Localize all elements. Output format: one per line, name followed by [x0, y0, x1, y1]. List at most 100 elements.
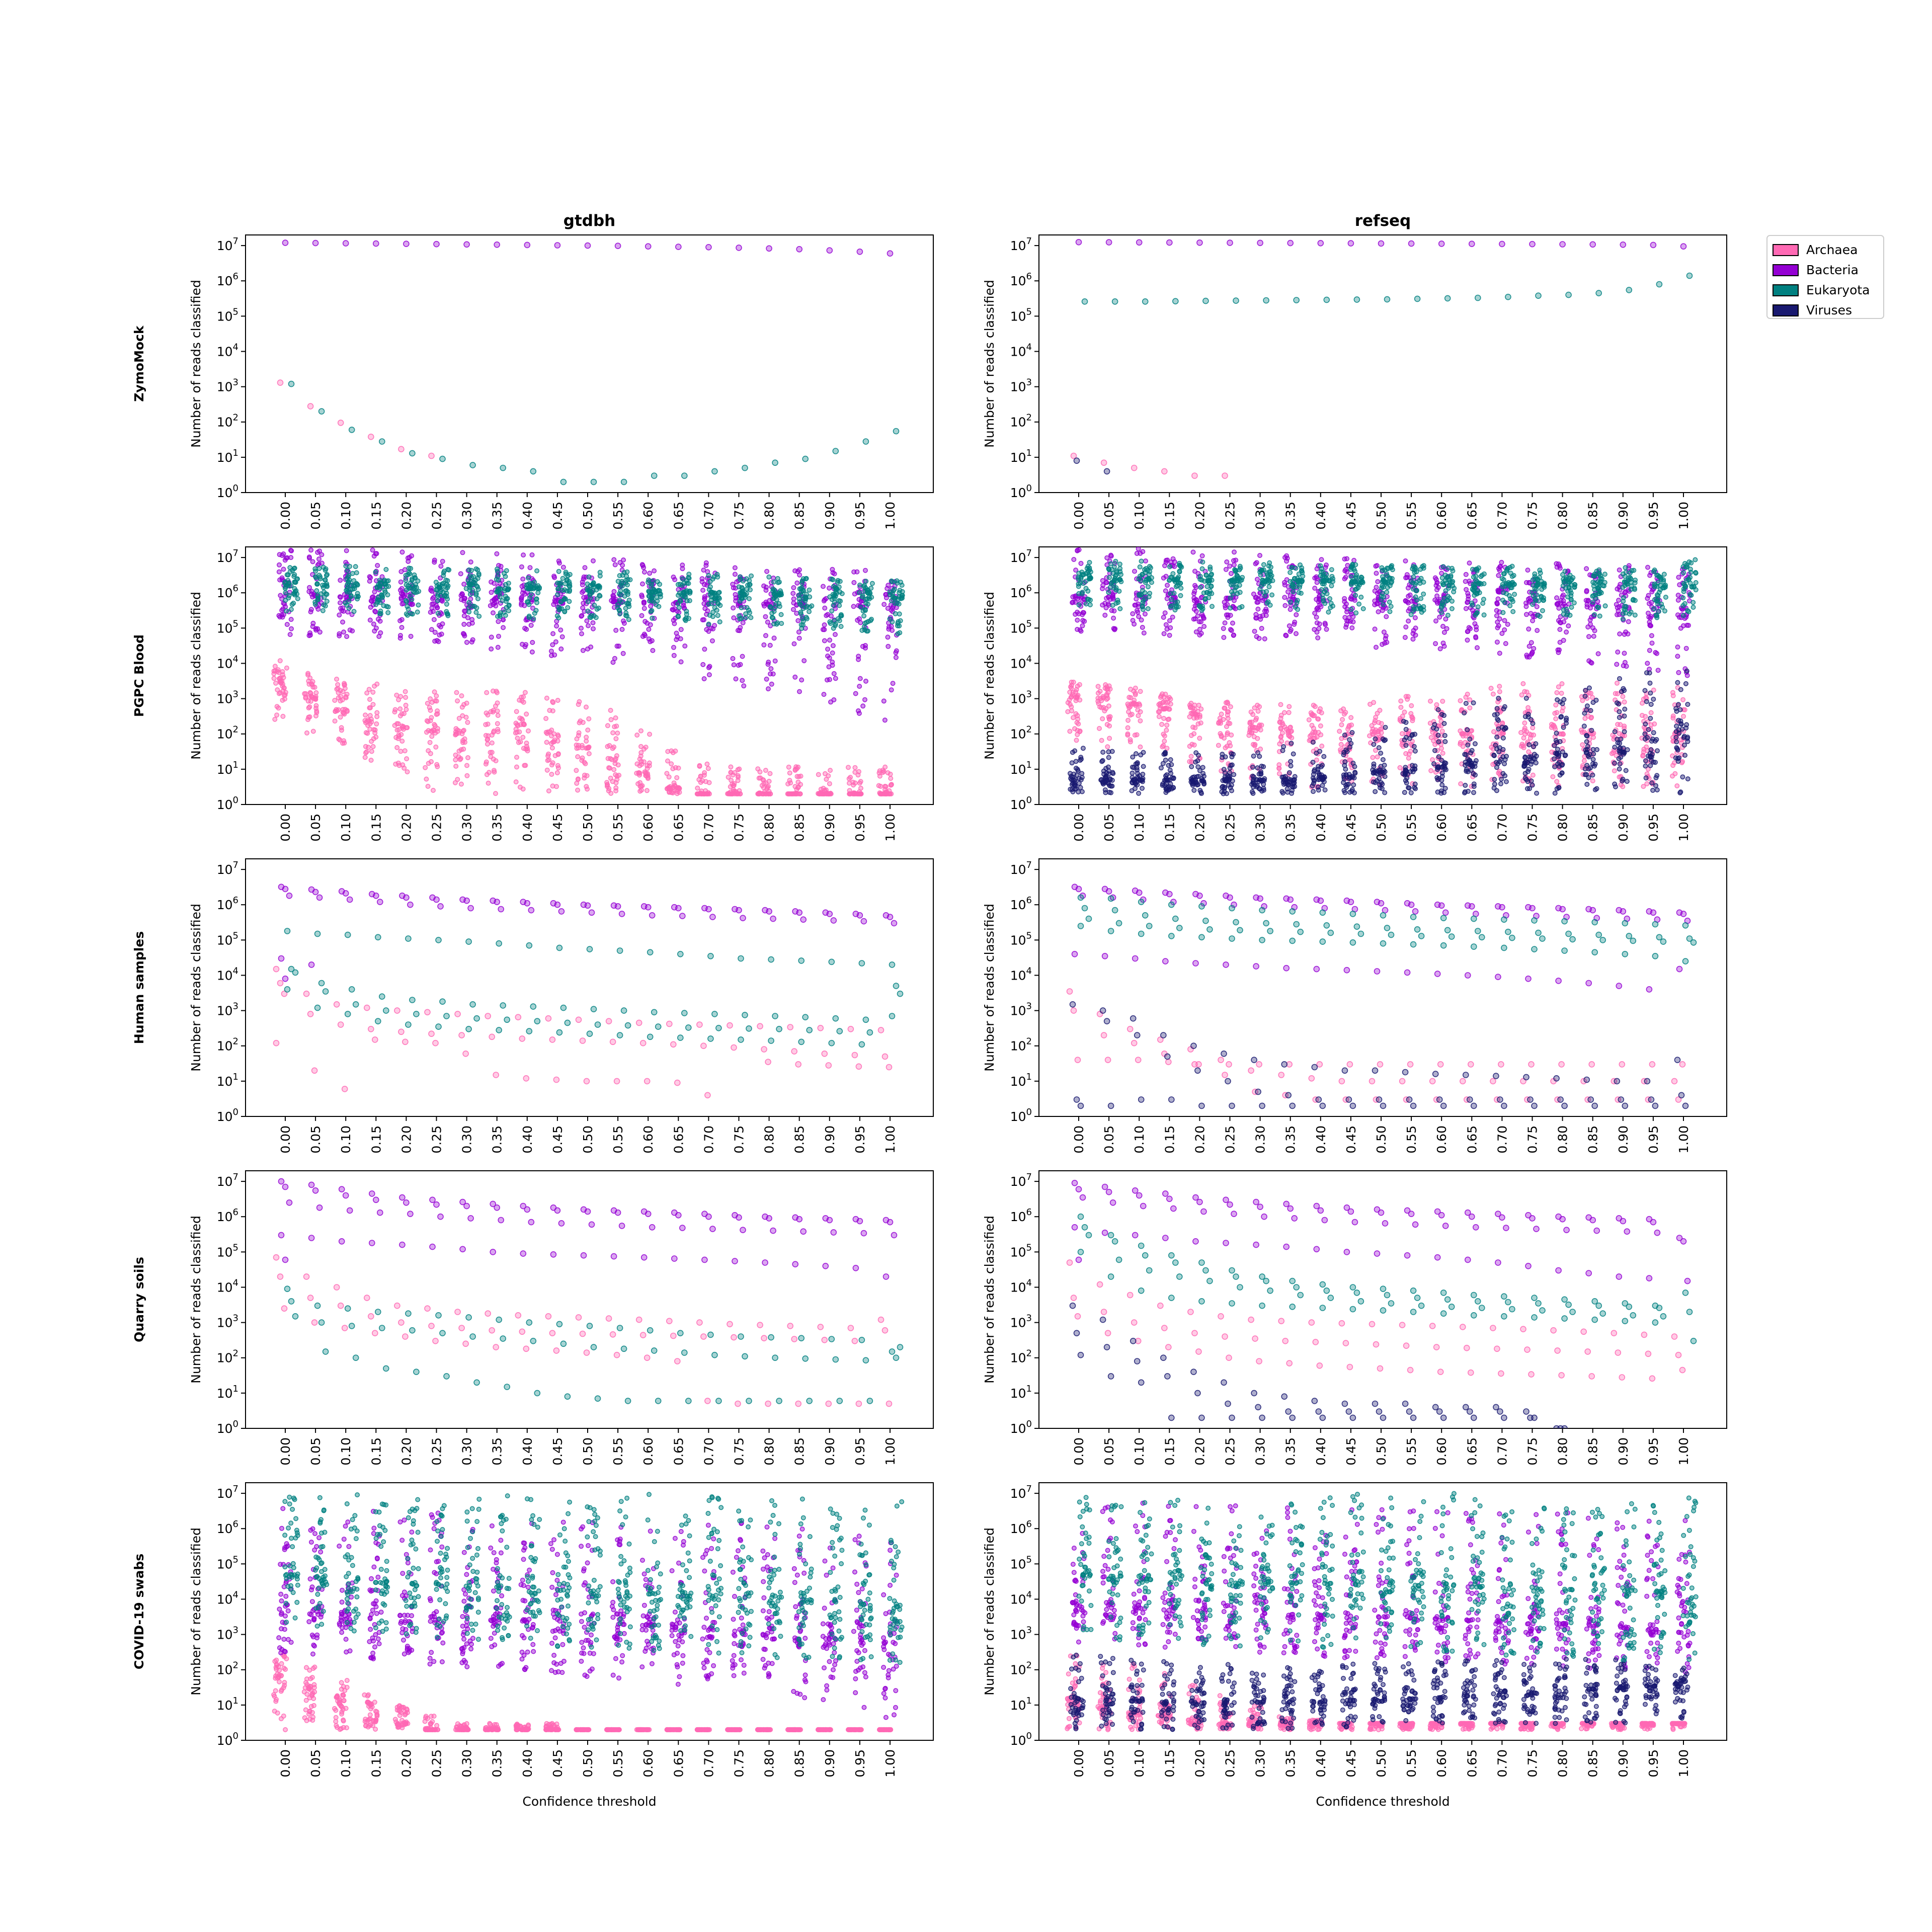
point-eukaryota — [684, 598, 690, 604]
x-tick-label: 0.50 — [1374, 502, 1389, 530]
point-archaea — [424, 730, 429, 735]
point-bacteria — [488, 603, 493, 608]
point-archaea — [634, 761, 640, 767]
point-archaea — [1398, 698, 1404, 704]
point-bacteria — [530, 639, 535, 645]
point-archaea — [307, 403, 314, 410]
point-eukaryota — [1142, 298, 1149, 305]
point-bacteria — [1495, 625, 1500, 630]
point-bacteria — [822, 622, 827, 628]
point-archaea — [1612, 768, 1617, 774]
point-eukaryota — [1293, 297, 1300, 303]
point-bacteria — [551, 602, 556, 607]
point-archaea — [1318, 723, 1323, 729]
point-bacteria — [584, 242, 591, 249]
point-archaea — [491, 730, 496, 735]
point-eukaryota — [434, 583, 440, 589]
point-bacteria — [851, 580, 857, 585]
point-archaea — [611, 767, 617, 772]
x-tick-label: 0.70 — [701, 814, 716, 842]
point-bacteria — [440, 558, 445, 564]
point-eukaryota — [832, 618, 837, 623]
point-archaea — [433, 744, 439, 750]
point-bacteria — [613, 627, 619, 633]
point-eukaryota — [716, 590, 721, 596]
point-eukaryota — [555, 592, 560, 598]
point-bacteria — [853, 691, 858, 696]
plot-frame — [1038, 234, 1727, 493]
point-bacteria — [736, 663, 741, 668]
point-eukaryota — [1086, 568, 1091, 574]
point-eukaryota — [288, 607, 294, 612]
point-bacteria — [639, 594, 645, 600]
point-eukaryota — [675, 601, 681, 607]
point-eukaryota — [559, 606, 565, 612]
point-bacteria — [1437, 646, 1443, 652]
point-bacteria — [522, 625, 528, 631]
point-bacteria — [1526, 626, 1532, 632]
point-bacteria — [1225, 602, 1230, 607]
point-eukaryota — [353, 564, 358, 570]
point-bacteria — [765, 662, 771, 667]
point-bacteria — [530, 605, 536, 611]
point-bacteria — [1104, 555, 1110, 560]
point-archaea — [738, 791, 743, 796]
y-tick-label: 105 — [1010, 618, 1032, 635]
point-eukaryota — [647, 598, 653, 604]
point-eukaryota — [1177, 560, 1182, 566]
point-bacteria — [277, 577, 283, 583]
point-archaea — [666, 774, 672, 780]
point-bacteria — [344, 548, 349, 553]
point-archaea — [1197, 712, 1202, 718]
point-archaea — [848, 791, 853, 796]
point-eukaryota — [615, 579, 621, 584]
point-bacteria — [433, 240, 440, 248]
point-bacteria — [796, 246, 802, 253]
point-bacteria — [494, 551, 500, 556]
point-bacteria — [827, 585, 832, 591]
point-bacteria — [1191, 616, 1196, 622]
point-archaea — [1157, 709, 1162, 714]
point-bacteria — [458, 571, 463, 577]
x-tick-label: 0.40 — [520, 502, 535, 530]
point-archaea — [369, 749, 374, 754]
point-bacteria — [830, 643, 836, 649]
point-archaea — [728, 770, 734, 775]
point-archaea — [580, 755, 585, 761]
point-eukaryota — [807, 609, 812, 614]
point-archaea — [1670, 715, 1676, 721]
point-bacteria — [1465, 637, 1470, 643]
point-bacteria — [548, 649, 554, 654]
point-eukaryota — [567, 581, 573, 587]
point-bacteria — [1584, 566, 1589, 572]
point-archaea — [735, 778, 741, 783]
point-bacteria — [645, 243, 652, 250]
point-eukaryota — [1320, 592, 1325, 598]
x-tick-label: 0.45 — [1344, 814, 1358, 842]
point-archaea — [396, 697, 401, 702]
point-bacteria — [794, 611, 799, 616]
point-bacteria — [460, 550, 465, 555]
point-archaea — [888, 776, 894, 781]
point-archaea — [1189, 742, 1195, 747]
point-bacteria — [527, 565, 533, 571]
x-tick-label: 0.75 — [732, 502, 747, 530]
point-eukaryota — [533, 596, 539, 602]
point-eukaryota — [1264, 600, 1270, 606]
point-archaea — [797, 791, 803, 796]
point-archaea — [429, 715, 434, 720]
point-bacteria — [1589, 660, 1594, 666]
point-bacteria — [288, 547, 293, 553]
point-bacteria — [1132, 569, 1138, 574]
point-bacteria — [863, 643, 868, 649]
point-bacteria — [791, 596, 796, 602]
point-archaea — [1225, 730, 1230, 736]
x-tick-label: 0.45 — [1344, 502, 1358, 530]
point-eukaryota — [893, 611, 898, 616]
point-bacteria — [1140, 549, 1146, 554]
point-archaea — [1218, 720, 1224, 726]
point-bacteria — [1413, 625, 1418, 631]
point-bacteria — [1222, 620, 1228, 626]
